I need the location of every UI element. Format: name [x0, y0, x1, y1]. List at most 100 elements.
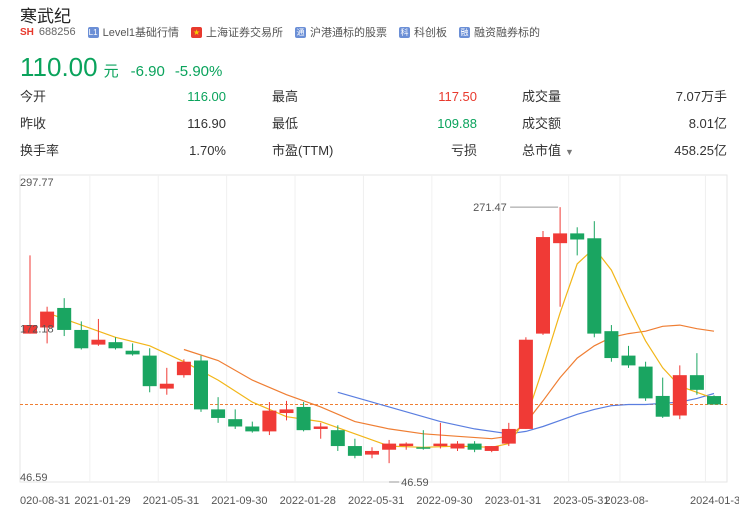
x-tick-label: 2023-08- — [605, 495, 649, 507]
candle-up — [40, 311, 55, 328]
candle-up — [536, 237, 550, 334]
candle-down — [587, 238, 602, 334]
stock-code: 688256 — [38, 26, 76, 38]
x-tick-label: 2023-01-31 — [485, 495, 541, 507]
tag-star-market[interactable]: 科 科创板 — [399, 24, 447, 40]
y-tick-label-max: 297.77 — [20, 177, 54, 189]
exchange-badge: SH — [20, 26, 34, 38]
candle-down — [245, 426, 260, 432]
x-tick-label: 2021-09-30 — [211, 495, 267, 507]
tag-label: 科创板 — [414, 27, 448, 39]
candle-down — [125, 350, 140, 355]
x-tick-label: 2022-05-31 — [348, 495, 404, 507]
candle-up — [518, 339, 533, 429]
level1-icon: L1 — [87, 26, 99, 38]
x-tick-label: 2022-01-28 — [280, 495, 336, 507]
low-label: 最低 — [272, 116, 299, 131]
candle-down — [142, 355, 157, 387]
tag-label: 沪港通标的股票 — [310, 27, 388, 39]
high-value: 117.50 — [438, 89, 477, 104]
candle-down — [296, 406, 311, 431]
candle-up — [159, 383, 174, 389]
open-label: 今开 — [20, 89, 47, 104]
candle-up — [262, 410, 277, 432]
star-market-icon: 科 — [399, 26, 411, 38]
prev-close-value: 116.90 — [187, 116, 226, 131]
candle-down — [211, 409, 226, 418]
price-change-pct: -5.90% — [174, 63, 223, 80]
tag-label: Level1基础行情 — [102, 27, 180, 39]
high-annotation-label: 271.47 — [473, 202, 507, 214]
candle-up — [672, 375, 687, 416]
candle-down — [228, 419, 243, 427]
tag-label: 融资融券标的 — [474, 27, 541, 39]
candle-up — [91, 339, 106, 345]
candle-up — [399, 443, 414, 447]
tag-label: 上海证券交易所 — [206, 27, 284, 39]
candle-down — [707, 396, 721, 405]
turnover-value: 1.70% — [189, 143, 226, 158]
price-change: -6.90 — [130, 63, 165, 80]
candle-down — [655, 395, 670, 417]
market-cap-value: 458.25亿 — [674, 143, 727, 158]
turnover-label: 换手率 — [20, 143, 60, 158]
amount-value: 8.01亿 — [688, 116, 727, 131]
low-annotation-label: 46.59 — [401, 477, 429, 489]
candle-up — [176, 361, 191, 376]
candle-down — [108, 342, 123, 349]
candle-up — [433, 443, 448, 447]
candle-up — [553, 233, 568, 244]
x-tick-label: 2023-05-31 — [553, 495, 609, 507]
tag-stock-connect[interactable]: 通 沪港通标的股票 — [295, 24, 387, 40]
margin-trading-icon: 融 — [459, 26, 471, 38]
candle-up — [23, 325, 37, 334]
x-tick-label: 2021-05-31 — [143, 495, 199, 507]
stock-name: 寒武纪 — [20, 7, 71, 26]
y-tick-label-mid: 172.18 — [20, 324, 54, 336]
candle-up — [279, 409, 294, 414]
candle-down — [74, 329, 89, 349]
candle-down — [416, 447, 431, 449]
candle-down — [621, 355, 636, 366]
volume-value: 7.07万手 — [675, 89, 727, 104]
candle-down — [330, 430, 345, 447]
pe-value: 亏损 — [450, 143, 477, 158]
candle-down — [638, 366, 653, 399]
candle-up — [501, 428, 516, 444]
price-unit: 元 — [103, 63, 119, 80]
candle-up — [365, 450, 379, 455]
x-tick-label: 020-08-31 — [20, 495, 70, 507]
candle-down — [604, 331, 619, 359]
market-cap-dropdown[interactable]: 总市值 ▼ — [522, 141, 574, 161]
high-label: 最高 — [272, 89, 299, 104]
low-value: 109.88 — [437, 116, 477, 131]
stock-connect-icon: 通 — [295, 26, 307, 38]
candle-down — [570, 233, 585, 240]
x-tick-label: 2022-09-30 — [416, 495, 472, 507]
candle-down — [57, 307, 72, 330]
volume-label: 成交量 — [522, 89, 562, 104]
tag-level1[interactable]: L1 Level1基础行情 — [87, 24, 180, 40]
current-price: 110.00 — [20, 52, 98, 82]
open-value: 116.00 — [187, 89, 226, 104]
amount-label: 成交额 — [522, 116, 562, 131]
prev-close-label: 昨收 — [20, 116, 47, 131]
candle-up — [450, 443, 465, 449]
caret-down-icon: ▼ — [565, 147, 574, 157]
stock-info-row: SH 688256 L1 Level1基础行情 ★ 上海证券交易所 通 沪港通标… — [20, 24, 552, 40]
candle-down — [689, 375, 704, 390]
tag-margin[interactable]: 融 融资融券标的 — [459, 24, 540, 40]
china-flag-icon: ★ — [191, 26, 203, 38]
price-row: 110.00 元 -6.90 -5.90% — [20, 52, 232, 83]
candle-down — [347, 446, 362, 456]
candle-down — [467, 443, 482, 450]
candle-up — [313, 426, 328, 429]
x-tick-label: 2021-01-29 — [74, 495, 130, 507]
y-tick-label-min: 46.59 — [20, 472, 48, 484]
x-tick-label: 2024-01-31 — [690, 495, 739, 507]
market-cap-label: 总市值 — [522, 143, 562, 158]
tag-exchange[interactable]: ★ 上海证券交易所 — [191, 24, 283, 40]
chart-frame — [19, 174, 728, 483]
candle-up — [382, 443, 397, 450]
